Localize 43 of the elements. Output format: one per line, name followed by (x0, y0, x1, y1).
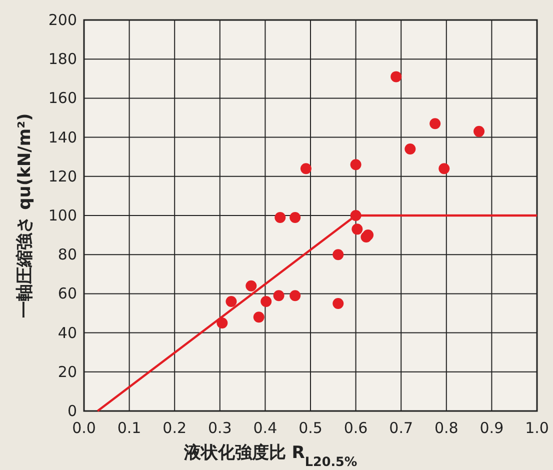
y-tick-label: 140 (48, 128, 77, 146)
point (474, 126, 485, 137)
y-tick-label: 100 (48, 206, 77, 224)
point (253, 312, 264, 323)
point (273, 290, 284, 302)
x-axis-title: 液状化強度比 R$_{L20.5%}$ (182, 443, 358, 470)
point (438, 163, 450, 174)
y-tick-label: 200 (48, 11, 77, 29)
y-tick-label: 120 (48, 167, 77, 186)
point (260, 296, 272, 308)
point (332, 298, 344, 309)
point (352, 224, 363, 235)
point (226, 296, 237, 308)
point (246, 280, 257, 292)
y-tick-label: 60 (58, 284, 77, 303)
y-tick-label: 40 (58, 324, 77, 342)
x-tick-label: 1.0 (525, 419, 549, 437)
x-tick-label: 0.8 (434, 419, 458, 437)
x-tick-label: 0.4 (253, 419, 278, 437)
point (290, 290, 301, 302)
x-tick-label: 0.7 (389, 419, 414, 437)
y-tick-label: 180 (48, 50, 77, 68)
y-tick-label: 20 (58, 362, 77, 381)
x-tick-label: 0.2 (162, 419, 187, 437)
x-tick-label: 0.5 (298, 419, 322, 437)
y-tick-label: 80 (58, 246, 77, 264)
point (300, 163, 312, 174)
x-tick-label: 0.0 (72, 419, 96, 437)
point (350, 159, 362, 170)
x-tick-label: 0.3 (208, 419, 232, 437)
x-tick-label: 0.1 (117, 419, 142, 437)
point (216, 318, 228, 329)
y-tick-label: 0 (67, 402, 77, 420)
y-tick-label: 160 (48, 89, 77, 108)
x-tick-label: 0.6 (344, 419, 368, 437)
point (404, 144, 416, 155)
point (390, 71, 402, 82)
point (332, 249, 344, 260)
point (430, 118, 441, 130)
point (274, 212, 286, 223)
point (290, 212, 301, 223)
x-tick-label: 0.9 (480, 419, 504, 437)
y-axis-title: 一軸圧縮強さ qu(kN/m²) (15, 113, 35, 318)
